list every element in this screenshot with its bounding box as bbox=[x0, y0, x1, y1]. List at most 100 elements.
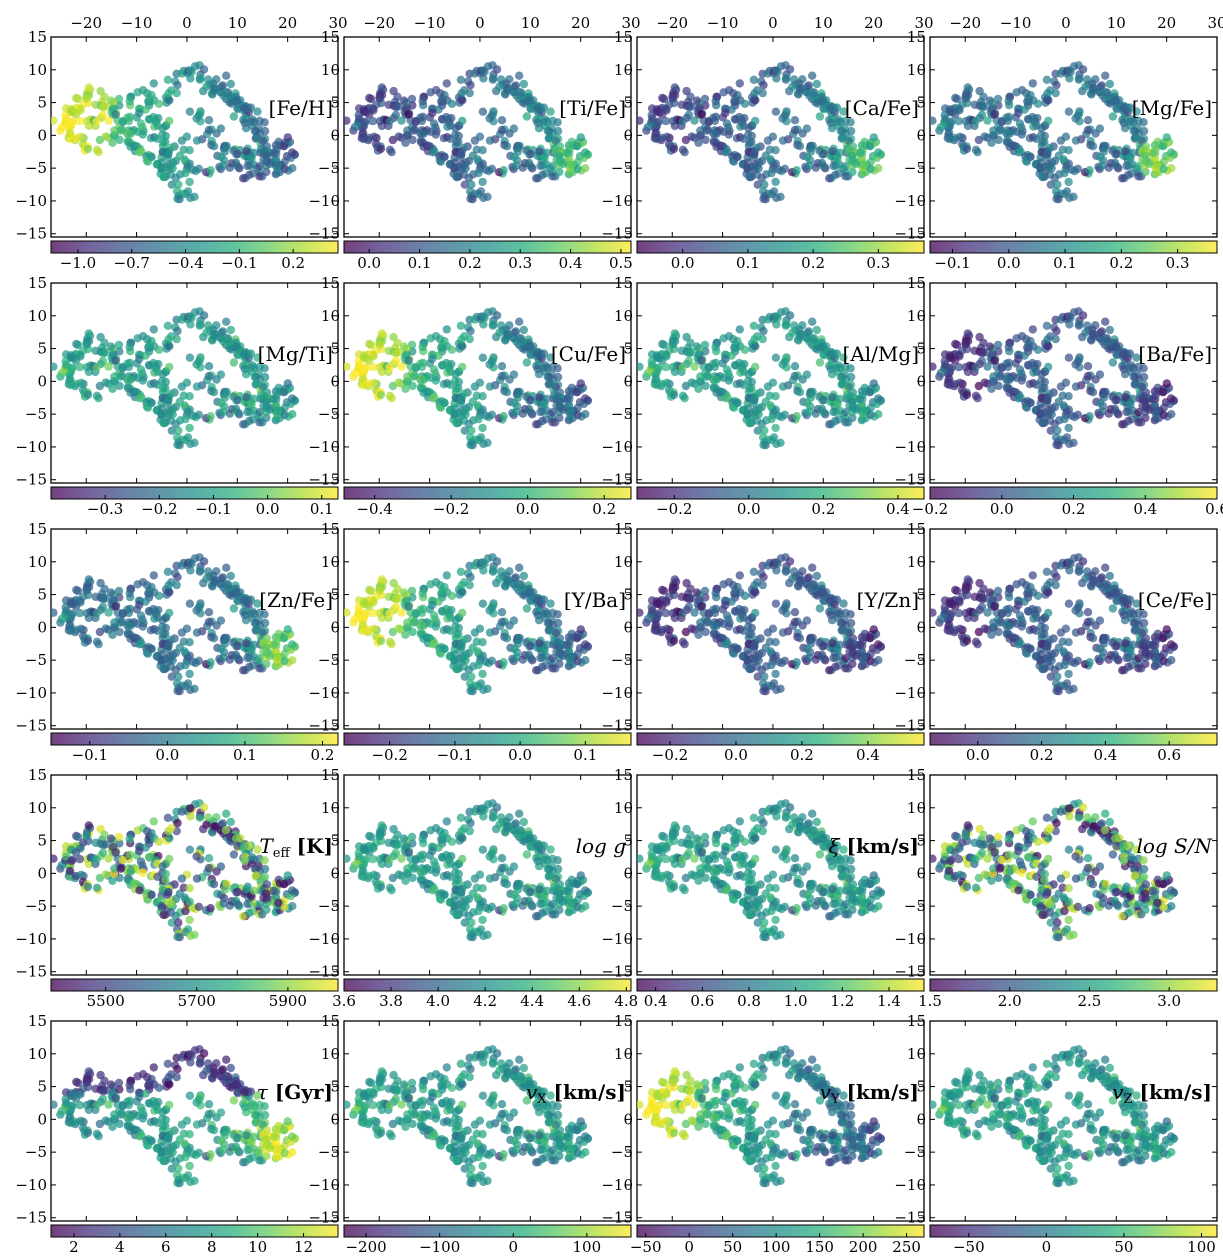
panel-3-point bbox=[820, 162, 829, 172]
panel-1-point bbox=[233, 104, 242, 113]
panel-6-point bbox=[496, 321, 506, 330]
panel-4-point bbox=[1139, 118, 1148, 127]
panel-7-point bbox=[841, 408, 850, 417]
panel-10-point bbox=[542, 640, 552, 649]
panel-8-point bbox=[1020, 351, 1029, 360]
panel-9-point bbox=[100, 584, 109, 593]
panel-2-colorbar-tick-label: 0.4 bbox=[559, 254, 583, 272]
panel-10-point bbox=[555, 659, 564, 669]
panel-5-ytick-label: −15 bbox=[15, 471, 47, 489]
panel-5-point bbox=[240, 350, 249, 359]
panel-8-point bbox=[977, 356, 987, 366]
panel-9-point bbox=[222, 563, 231, 572]
panel-9-point bbox=[125, 588, 134, 598]
panel-6-point bbox=[408, 347, 417, 356]
panel-6-point bbox=[459, 407, 469, 417]
panel-6-point bbox=[576, 379, 585, 388]
panel-4-point bbox=[1119, 118, 1129, 128]
panel-1-point bbox=[110, 126, 119, 135]
panel-5-point bbox=[221, 334, 231, 343]
panel-6-point bbox=[567, 406, 576, 416]
panel-10-ytick-label: 10 bbox=[321, 553, 340, 571]
panel-1-point bbox=[185, 107, 195, 116]
panel-8-ytick-label: −10 bbox=[894, 438, 926, 456]
panel-5-ytick-label: 5 bbox=[37, 340, 47, 358]
panel-4-point bbox=[1132, 107, 1141, 116]
panel-11-point bbox=[668, 586, 677, 595]
panel-11-point bbox=[846, 610, 855, 619]
panel-10-point bbox=[546, 599, 555, 608]
panel-4-point bbox=[983, 116, 992, 125]
panel-4-point bbox=[1065, 74, 1074, 83]
panel-3-point bbox=[668, 94, 677, 103]
panel-10-point bbox=[552, 647, 561, 656]
panel-6-point bbox=[377, 329, 386, 338]
panel-5-label: [Mg/Ti] bbox=[258, 342, 333, 366]
panel-8-point bbox=[1139, 364, 1148, 373]
panel-11-point bbox=[700, 586, 710, 596]
panel-11-point bbox=[839, 599, 848, 608]
panel-8-point bbox=[1005, 375, 1014, 384]
panel-6-point bbox=[450, 409, 459, 419]
panel-3-point bbox=[845, 155, 854, 164]
panel-10-point bbox=[428, 600, 437, 610]
panel-4-point bbox=[1141, 167, 1150, 177]
panel-1-point bbox=[226, 79, 235, 89]
panel-7-point bbox=[733, 398, 742, 408]
panel-7-point bbox=[815, 358, 825, 367]
panel-1-point bbox=[206, 166, 215, 175]
panel-2-point bbox=[555, 167, 564, 177]
panel-10-point bbox=[467, 672, 476, 681]
panel-1-xtick-label: 20 bbox=[278, 14, 297, 32]
panel-8-point bbox=[1038, 418, 1047, 428]
panel-2-point bbox=[553, 118, 562, 127]
panel-4-point bbox=[1053, 180, 1062, 189]
panel-11-point bbox=[694, 630, 703, 639]
panel-9-points bbox=[51, 553, 299, 696]
panel-3-point bbox=[701, 101, 710, 110]
panel-8-point bbox=[1065, 312, 1074, 321]
panel-7-point bbox=[771, 353, 781, 362]
panel-7-label: [Al/Mg] bbox=[843, 342, 919, 366]
panel-6-point bbox=[447, 345, 457, 354]
panel-6-point bbox=[369, 378, 379, 387]
panel-3-point bbox=[752, 161, 762, 171]
panel-4-xtick-label: 20 bbox=[1157, 14, 1176, 32]
panel-1-colorbar-tick-label: −0.4 bbox=[167, 254, 203, 272]
panel-1-point bbox=[181, 168, 190, 178]
panel-8-point bbox=[1036, 409, 1045, 419]
panel-5-point bbox=[185, 353, 195, 362]
panel-7-colorbar-tick-label: 0.0 bbox=[737, 500, 761, 518]
panel-5-point bbox=[114, 340, 124, 350]
panel-8-point bbox=[1121, 393, 1130, 402]
panel-1-point bbox=[186, 66, 195, 75]
panel-6-point bbox=[368, 362, 377, 372]
panel-9-point bbox=[101, 624, 110, 633]
panel-10-label: [Y/Ba] bbox=[564, 588, 626, 612]
panel-5-point bbox=[165, 362, 174, 372]
panel-3-point bbox=[753, 180, 762, 189]
panel-4-point bbox=[1134, 162, 1143, 171]
panel-5-point bbox=[73, 340, 83, 350]
panel-3-point bbox=[753, 86, 762, 95]
panel-7-point bbox=[860, 406, 869, 416]
panel-9-point bbox=[195, 567, 205, 576]
panel-7-point bbox=[874, 394, 883, 403]
panel-6-point bbox=[492, 311, 502, 320]
panel-8-point bbox=[1083, 362, 1093, 371]
panel-10-point bbox=[526, 596, 535, 605]
panel-10-point bbox=[496, 567, 506, 576]
panel-1-points bbox=[51, 61, 299, 204]
panel-7-point bbox=[806, 393, 815, 402]
panel-6-point bbox=[470, 382, 480, 391]
panel-2-point bbox=[437, 114, 447, 124]
panel-7-point bbox=[721, 394, 730, 403]
panel-2-point bbox=[365, 110, 374, 119]
panel-10-ytick-label: −15 bbox=[308, 717, 340, 735]
panel-7-point bbox=[785, 311, 795, 320]
panel-4-point bbox=[1004, 96, 1013, 106]
panel-2-point bbox=[452, 172, 461, 182]
panel-6-ytick-label: −10 bbox=[308, 438, 340, 456]
panel-4-point bbox=[979, 92, 988, 102]
panel-9-point bbox=[164, 642, 173, 651]
